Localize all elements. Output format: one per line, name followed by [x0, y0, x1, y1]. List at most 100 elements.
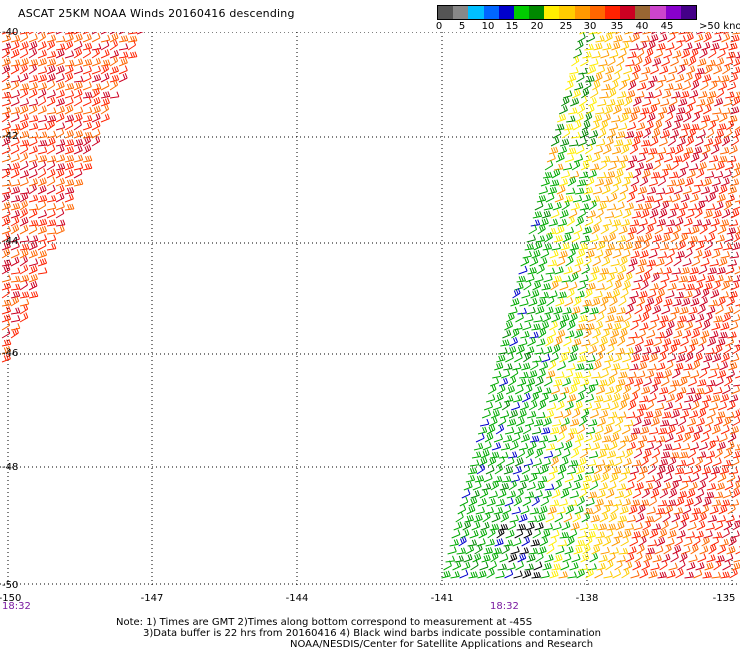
wind-barb — [55, 128, 65, 139]
wind-barb — [615, 450, 626, 459]
wind-barb — [19, 104, 29, 115]
wind-barb — [726, 155, 737, 163]
wind-barb — [82, 81, 92, 91]
wind-barb — [64, 82, 75, 91]
wind-barb — [726, 400, 736, 411]
wind-barb — [602, 361, 612, 371]
wind-barb — [686, 561, 696, 571]
wind-barb — [19, 279, 28, 291]
wind-barb — [19, 48, 29, 59]
wind-barb — [635, 194, 645, 203]
wind-barb — [681, 123, 691, 131]
wind-barb — [605, 65, 615, 75]
wind-barb — [620, 536, 629, 547]
wind-barb — [689, 89, 699, 99]
wind-barb — [502, 504, 512, 515]
colorbar-swatch — [559, 6, 575, 19]
wind-barb — [684, 321, 694, 331]
wind-barb — [621, 498, 631, 507]
wind-barb — [640, 209, 650, 219]
wind-barb — [721, 352, 730, 363]
wind-barb — [1, 153, 11, 163]
wind-barb — [569, 139, 579, 147]
wind-barb — [627, 546, 637, 555]
wind-barb — [729, 425, 739, 435]
wind-barb — [602, 144, 612, 155]
wind-barb — [10, 179, 21, 187]
wind-barb — [533, 315, 543, 323]
wind-barb — [623, 488, 633, 499]
wind-barb — [543, 450, 554, 459]
wind-barb — [733, 162, 740, 171]
wind-barb — [551, 385, 561, 395]
wind-barb — [698, 120, 708, 131]
wind-barb — [594, 249, 604, 259]
wind-barb — [527, 336, 536, 347]
wind-barb — [667, 209, 677, 219]
wind-barb — [495, 423, 505, 435]
wind-barb — [612, 72, 621, 83]
wind-barb — [10, 59, 21, 67]
wind-barb — [693, 321, 703, 331]
wind-barb — [619, 184, 629, 195]
wind-barb — [631, 211, 642, 219]
wind-barb — [694, 281, 704, 291]
wind-barb — [531, 426, 542, 435]
wind-barb — [564, 369, 574, 379]
wind-barb — [644, 442, 655, 451]
wind-barb — [621, 177, 631, 187]
wind-barb — [722, 312, 731, 323]
wind-barb — [678, 345, 688, 355]
wind-barb — [498, 347, 508, 355]
wind-barb — [562, 408, 572, 419]
wind-barb — [691, 432, 701, 443]
wind-barb — [73, 179, 84, 187]
wind-barb — [1, 91, 12, 99]
wind-barb — [723, 448, 733, 459]
wind-barb — [723, 32, 730, 35]
wind-barb — [479, 561, 489, 571]
wind-barb — [586, 210, 596, 219]
wind-barb — [565, 432, 575, 443]
wind-barb — [666, 570, 676, 579]
wind-barb — [566, 147, 577, 155]
wind-barb — [552, 201, 562, 211]
wind-barb — [665, 42, 675, 51]
wind-barb — [686, 313, 696, 323]
wind-barb — [671, 267, 682, 275]
wind-barb — [73, 96, 83, 107]
wind-barb — [602, 464, 611, 475]
wind-barb — [580, 161, 590, 171]
wind-barb — [707, 439, 716, 451]
wind-barb — [570, 271, 579, 283]
wind-barb — [1, 328, 11, 339]
wind-barb — [588, 450, 599, 459]
wind-barb — [675, 496, 685, 507]
wind-barb — [633, 448, 643, 459]
wind-barb — [701, 361, 711, 371]
wind-barb — [714, 376, 724, 387]
wind-barb — [686, 387, 696, 395]
wind-barb — [599, 512, 609, 523]
wind-barb — [647, 289, 657, 299]
wind-barb — [82, 155, 93, 163]
wind-barb — [666, 320, 675, 331]
wind-barb — [28, 122, 39, 131]
wind-barb — [566, 363, 576, 371]
wind-barb — [550, 352, 559, 363]
wind-barb — [646, 435, 657, 443]
wind-barb — [680, 512, 690, 523]
wind-barb — [546, 543, 555, 555]
wind-barb — [578, 242, 588, 251]
wind-barb — [709, 435, 720, 443]
wind-barb — [677, 416, 687, 427]
wind-barb — [19, 304, 29, 315]
wind-barb — [1, 168, 11, 179]
wind-barb — [729, 394, 739, 403]
wind-barb — [717, 155, 728, 163]
wind-barb — [19, 192, 29, 203]
wind-barb — [541, 529, 551, 539]
wind-barb — [634, 304, 643, 315]
wind-barb — [629, 219, 640, 227]
wind-barb — [73, 48, 83, 59]
